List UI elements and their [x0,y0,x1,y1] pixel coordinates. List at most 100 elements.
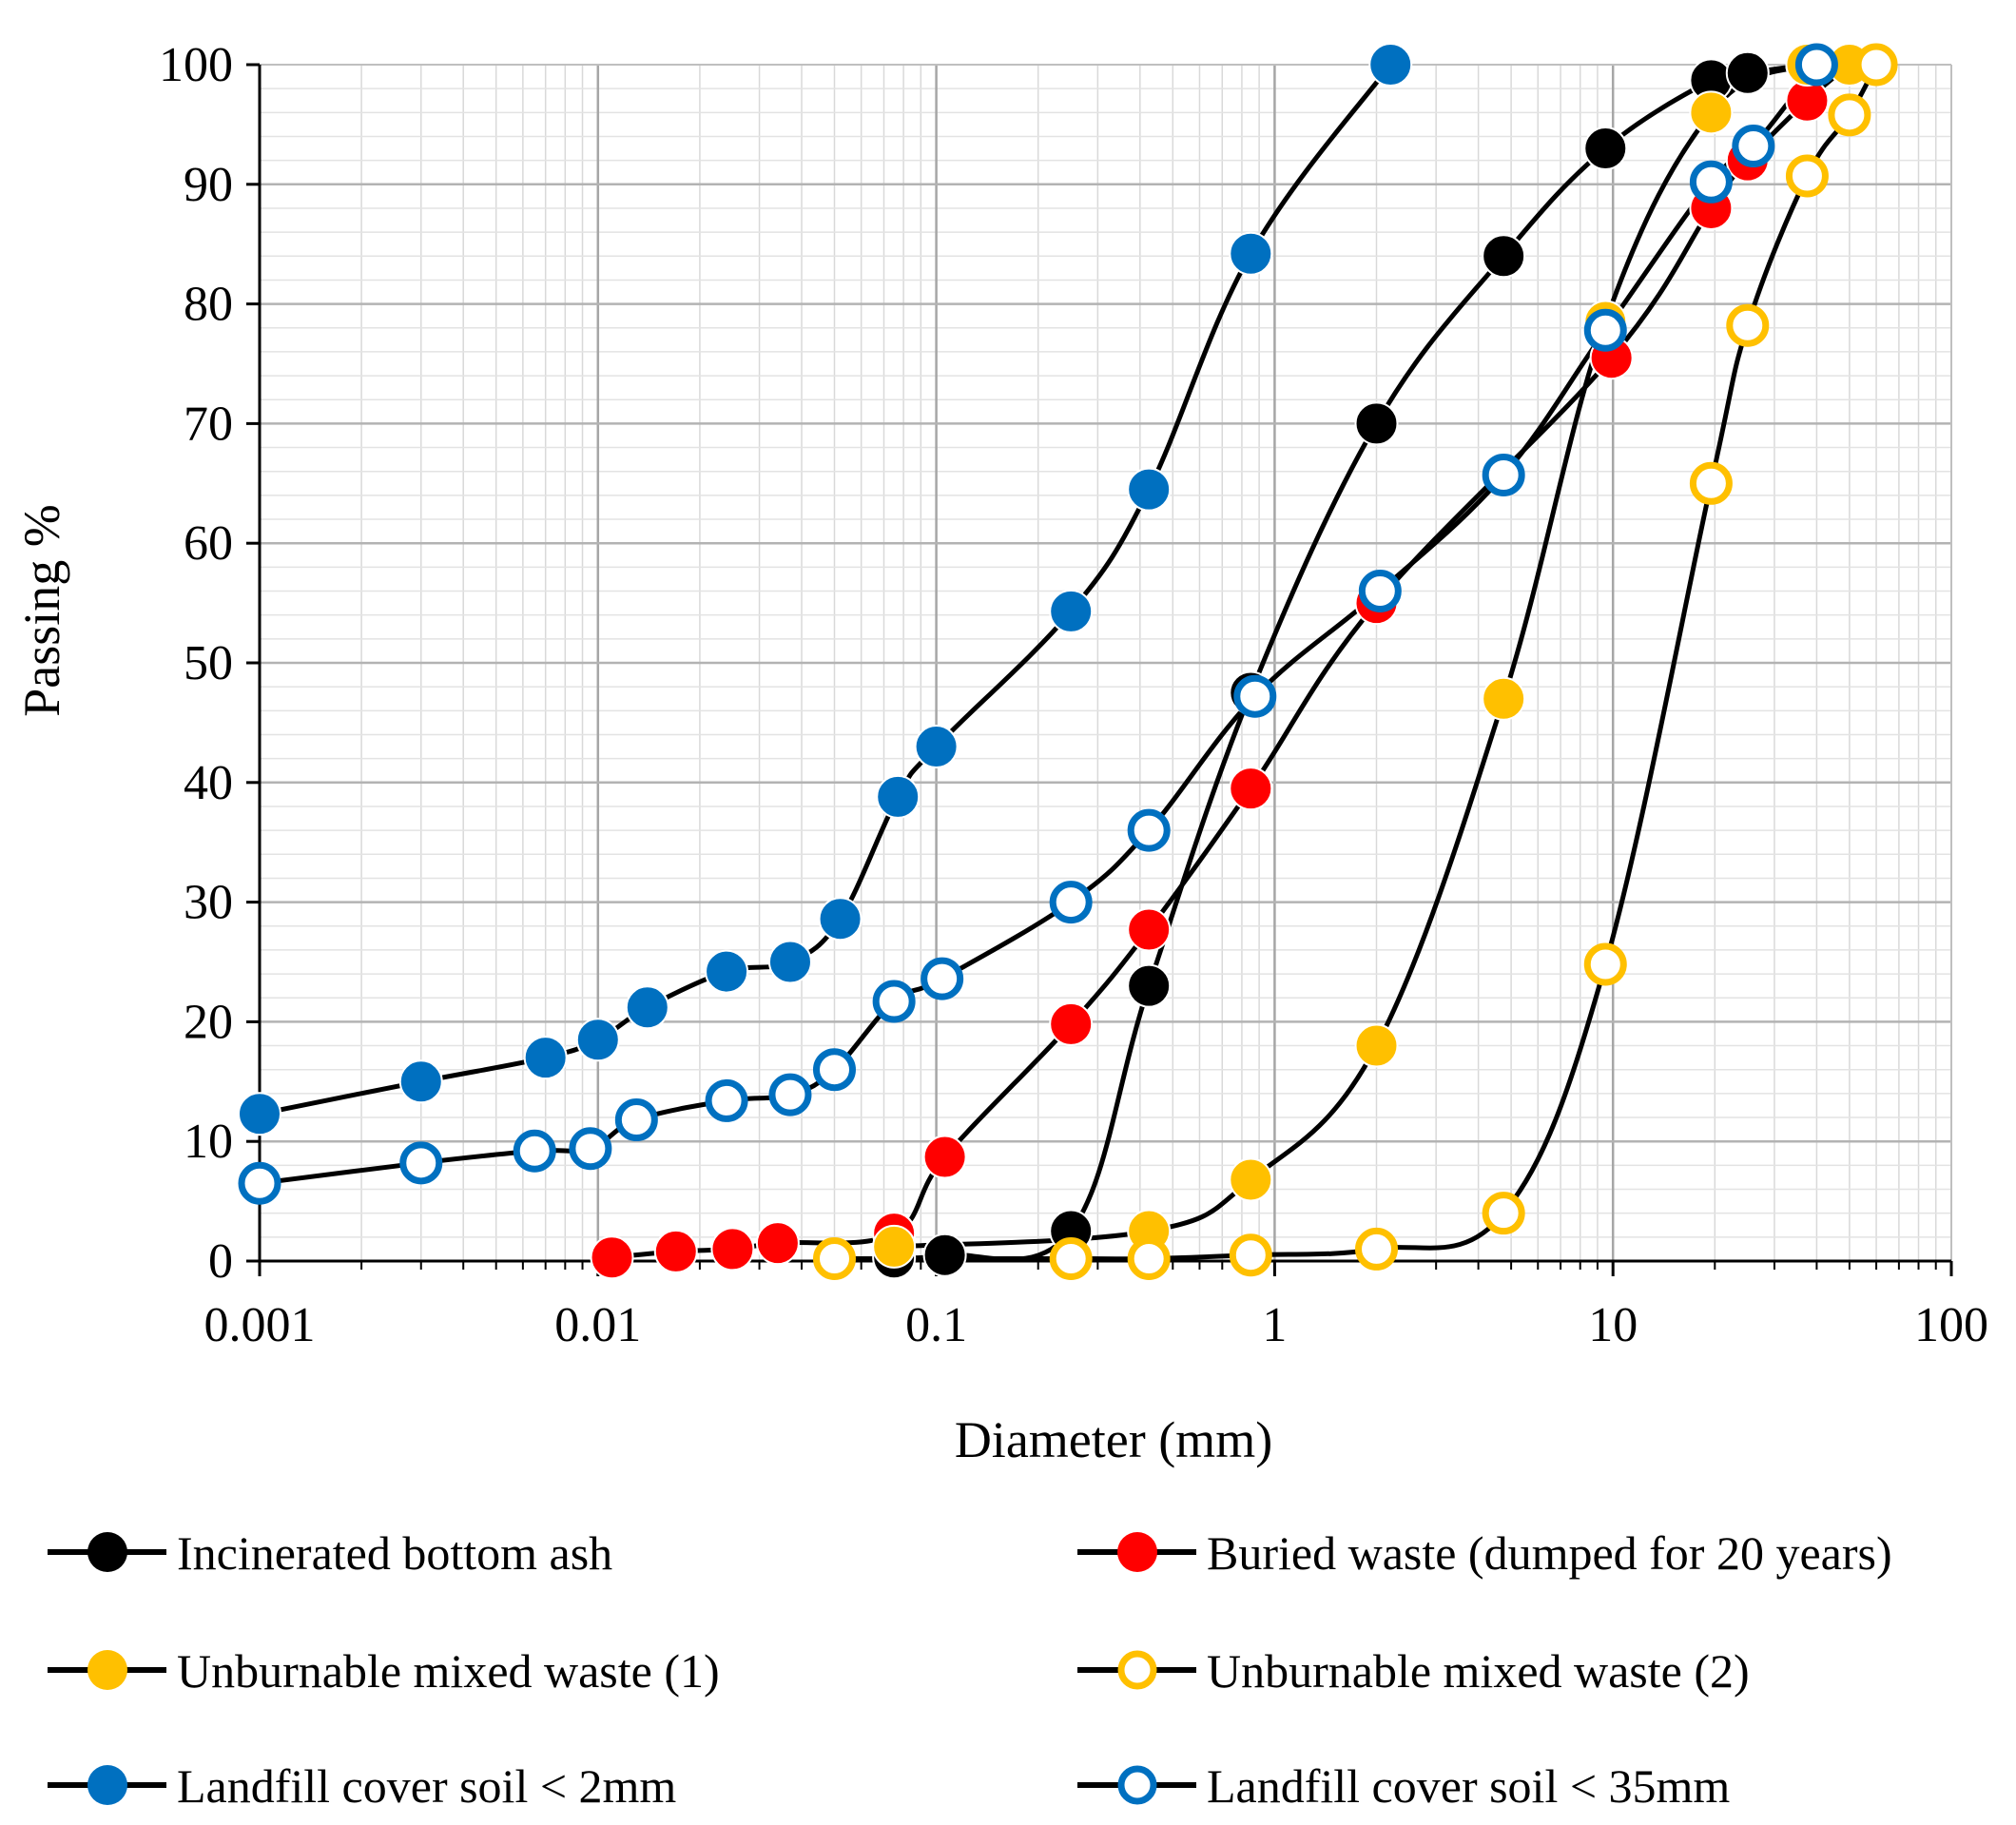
x-axis-tick-labels: 0.001 0.01 0.1 1 10 100 [204,1298,1989,1352]
y-tick-label: 50 [184,636,233,690]
data-point [1229,1233,1272,1277]
y-tick-label: 80 [184,278,233,332]
x-tick-label: 1 [1262,1298,1287,1352]
x-tick-label: 0.01 [554,1298,641,1352]
x-tick-label: 10 [1588,1298,1638,1352]
data-point [1482,453,1525,496]
data-point [513,1129,556,1173]
data-point [398,1059,443,1104]
data-point [1229,231,1273,276]
data-point [1689,461,1733,505]
legend-item-5: Landfill cover soil < 2mm [48,1759,676,1813]
legend-item-1: Incinerated bottom ash [48,1526,612,1580]
data-point [914,725,959,769]
data-point [1354,401,1399,446]
data-point [1785,154,1829,198]
data-point [1583,308,1627,352]
legend-label: Landfill cover soil < 2mm [177,1759,676,1813]
data-point [922,1135,967,1179]
legend-marker [1117,1650,1157,1690]
data-point [1689,160,1733,204]
data-point [705,1078,748,1122]
data-point [1725,50,1770,95]
legend-label: Incinerated bottom ash [177,1526,612,1580]
data-point [1794,43,1838,87]
data-point [1127,1236,1171,1280]
data-point [614,1098,658,1142]
x-tick-label: 0.1 [905,1298,967,1352]
data-point [1828,93,1871,137]
data-point [872,980,916,1023]
data-point [812,1236,856,1280]
data-point [768,1073,812,1116]
data-point [1229,1157,1273,1202]
data-point [1854,43,1898,87]
data-point [1127,467,1172,512]
y-tick-label: 60 [184,516,233,571]
legend-marker [87,1532,127,1572]
data-point [1726,303,1770,347]
data-point [569,1127,612,1171]
legend-marker [1117,1532,1157,1572]
data-point [922,1233,967,1277]
legend-marker [1117,1765,1157,1805]
data-point [1482,234,1526,279]
data-point [876,774,921,819]
series-markers-6 [238,43,1838,1205]
data-point [1482,676,1526,721]
legend-item-2: Buried waste (dumped for 20 years) [1077,1526,1892,1580]
data-point [1049,1001,1094,1046]
data-point [399,1141,443,1185]
x-axis-label: Diameter (mm) [955,1411,1272,1468]
data-point [812,1048,856,1092]
legend-label: Unburnable mixed waste (2) [1207,1644,1750,1698]
y-tick-label: 20 [184,995,233,1049]
legend-label: Unburnable mixed waste (1) [177,1644,720,1698]
data-point [767,940,812,984]
legend-label: Landfill cover soil < 35mm [1207,1759,1730,1813]
data-point [1049,881,1093,924]
series-points [238,43,1898,1280]
data-point [872,1224,917,1269]
data-point [590,1235,634,1280]
series-markers-4 [812,43,1898,1280]
y-axis-label: Passing % [13,504,70,717]
y-tick-label: 100 [159,38,233,92]
axes [246,63,1953,1276]
data-point [523,1036,568,1080]
legend-marker [87,1765,127,1805]
data-point [818,897,863,942]
data-point [710,1227,755,1272]
data-point [1355,1227,1399,1271]
x-tick-label: 0.001 [204,1298,316,1352]
data-point [1482,1192,1525,1235]
legend: Incinerated bottom ash Buried waste (dump… [48,1526,1892,1813]
data-point [921,957,964,1000]
y-tick-label: 40 [184,756,233,810]
x-tick-label: 100 [1914,1298,1988,1352]
data-point [1583,126,1628,171]
data-point [1732,125,1775,168]
y-tick-label: 0 [208,1234,233,1289]
legend-item-4: Unburnable mixed waste (2) [1077,1644,1750,1698]
data-point [238,1161,281,1205]
legend-marker [87,1650,127,1690]
data-point [1358,570,1402,613]
data-point [653,1229,698,1273]
legend-item-3: Unburnable mixed waste (1) [48,1644,720,1698]
series-markers-5 [238,43,1413,1136]
data-point [755,1221,800,1266]
y-tick-label: 70 [184,397,233,451]
data-point [1127,963,1172,1008]
data-point [1583,942,1627,986]
y-axis-tick-labels: 0 10 20 30 40 50 60 70 80 90 100 [159,38,233,1289]
data-point [1229,767,1273,811]
data-point [1233,674,1277,718]
data-point [1354,1023,1399,1068]
y-tick-label: 10 [184,1115,233,1169]
data-point [1049,589,1094,633]
data-point [705,949,749,994]
y-tick-label: 30 [184,876,233,930]
y-tick-label: 90 [184,158,233,212]
